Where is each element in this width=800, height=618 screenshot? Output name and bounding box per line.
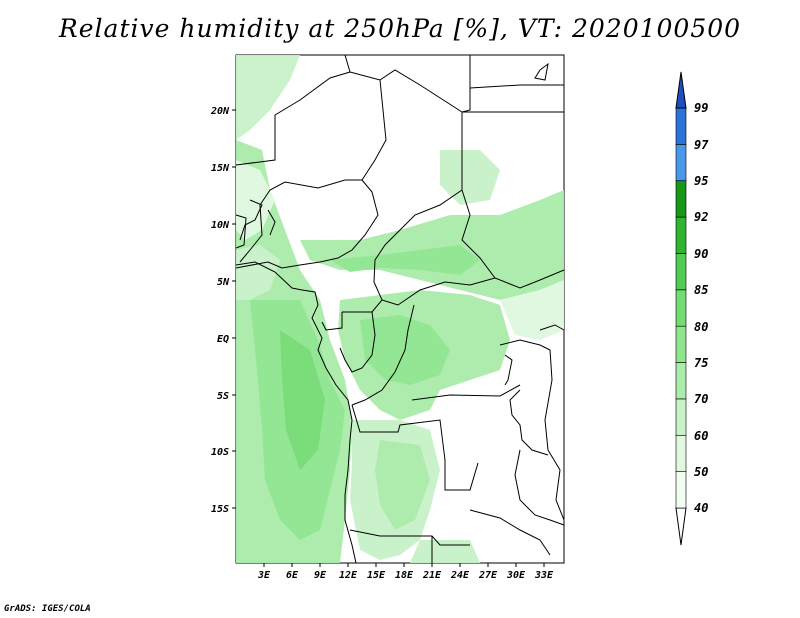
colorbar-box: [675, 107, 687, 145]
humidity-shading: [236, 55, 564, 563]
lon-label: 27E: [478, 570, 498, 581]
colorbar-label: 70: [694, 392, 708, 406]
lat-label: 15N: [211, 163, 230, 174]
colorbar-label: 97: [694, 138, 709, 152]
lat-label: 15S: [211, 504, 229, 515]
lon-label: 3E: [257, 570, 271, 581]
colorbar-box: [675, 253, 687, 291]
colorbar-label: 90: [694, 247, 708, 261]
colorbar-box: [675, 434, 687, 472]
colorbar-label: 95: [694, 174, 708, 188]
colorbar-box: [675, 289, 687, 327]
colorbar-box: [675, 398, 687, 436]
colorbar-label: 50: [694, 465, 708, 479]
colorbar-top-arrow: [675, 71, 687, 109]
lat-label: 5N: [217, 277, 230, 288]
colorbar-label: 85: [694, 283, 708, 297]
lat-label: EQ: [217, 334, 229, 345]
colorbar-label: 92: [694, 210, 708, 224]
map-panel: 3E 6E 9E 12E 15E 18E 21E 24E 27E 30E 33E…: [210, 54, 565, 581]
longitude-axis: 3E 6E 9E 12E 15E 18E 21E 24E 27E 30E 33E: [257, 563, 554, 581]
colorbar-box: [675, 180, 687, 218]
colorbar-boxes: [675, 107, 687, 509]
colorbar-label: 60: [694, 429, 708, 443]
grads-credit: GrADS: IGES/COLA: [4, 604, 91, 614]
lon-label: 18E: [395, 570, 414, 581]
colorbar-box: [675, 362, 687, 400]
lat-label: 10N: [211, 220, 230, 231]
lon-label: 30E: [506, 570, 526, 581]
map-title: Relative humidity at 250hPa [%], VT: 202…: [58, 14, 742, 43]
colorbar-label: 75: [694, 356, 708, 370]
lon-label: 6E: [286, 570, 299, 581]
colorbar-box: [675, 325, 687, 363]
lon-label: 33E: [534, 570, 554, 581]
lon-label: 9E: [314, 570, 327, 581]
latitude-axis: 20N 15N 10N 5N EQ 5S 10S 15S: [210, 106, 236, 515]
lon-label: 15E: [367, 570, 386, 581]
political-boundaries: [235, 54, 565, 564]
lon-label: 12E: [339, 570, 358, 581]
colorbar-label: 40: [694, 501, 708, 515]
colorbar-box: [675, 216, 687, 254]
lon-label: 24E: [450, 570, 470, 581]
colorbar-box: [675, 471, 687, 509]
colorbar-bottom-arrow: [675, 507, 687, 546]
colorbar: 40 50 60 70 75 80 85 90 92 95 97 99: [675, 71, 709, 546]
lat-label: 5S: [217, 391, 229, 402]
colorbar-box: [675, 144, 687, 182]
colorbar-label: 80: [694, 320, 708, 334]
colorbar-label: 99: [694, 101, 708, 115]
lat-label: 20N: [210, 106, 230, 117]
lon-label: 21E: [422, 570, 442, 581]
lat-label: 10S: [211, 447, 229, 458]
